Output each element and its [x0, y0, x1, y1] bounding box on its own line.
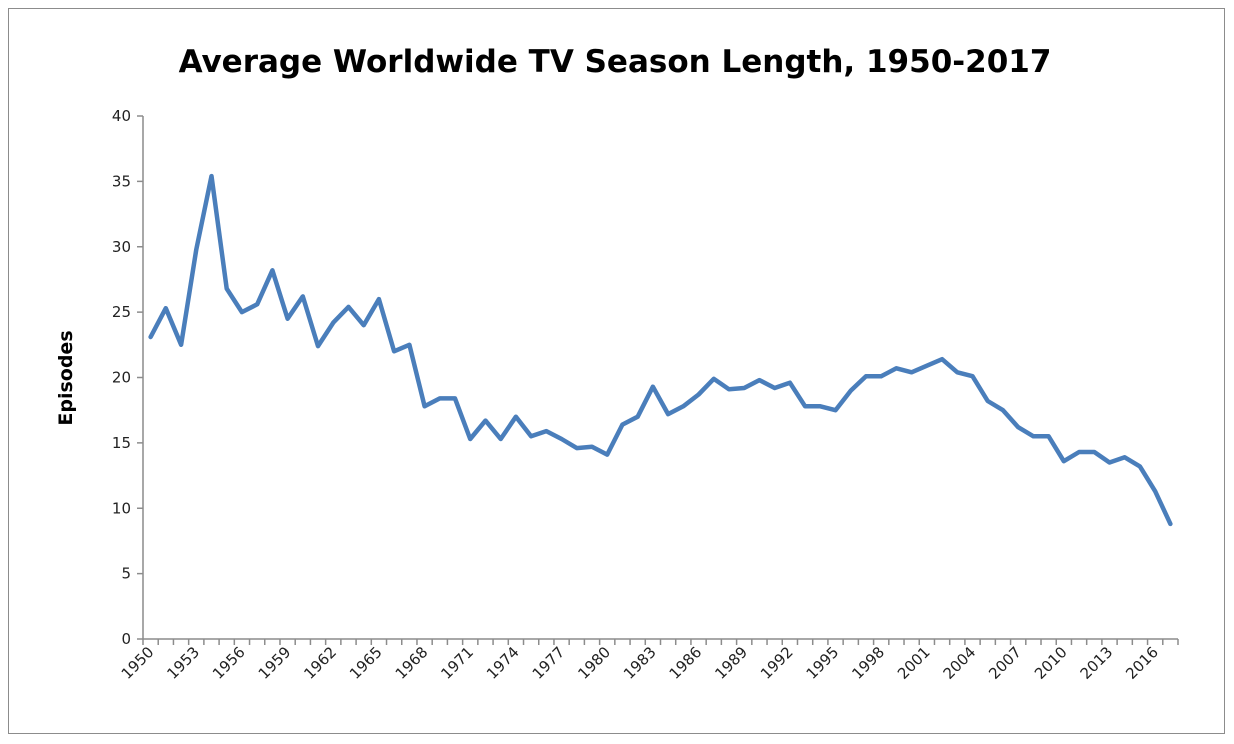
- chart-title: Average Worldwide TV Season Length, 1950…: [179, 44, 1052, 80]
- y-tick-label: 25: [112, 303, 131, 321]
- axes: 0 5 10 15 20 25 30 35 40 1950 1953 1956 1959 1962 1965…: [112, 107, 1179, 683]
- y-tick-label: 10: [112, 499, 131, 517]
- y-tick-label: 5: [121, 565, 131, 583]
- x-tick-label: 1974: [483, 643, 523, 683]
- x-tick-label: 1956: [209, 643, 249, 683]
- x-tick-label: 1998: [848, 643, 888, 683]
- series-line: [148, 173, 1173, 527]
- x-tick-label: 1977: [529, 643, 569, 683]
- x-tick-label: 1965: [346, 643, 386, 683]
- x-tick-label: 2016: [1122, 643, 1162, 683]
- y-tick-label: 15: [112, 434, 131, 452]
- chart-frame: [8, 8, 1225, 734]
- y-tick-label: 0: [121, 630, 131, 648]
- series: [148, 173, 1173, 527]
- y-axis-label: Episodes: [55, 330, 77, 425]
- x-tick-label: 1950: [118, 643, 158, 683]
- x-tick-label: 1968: [392, 643, 432, 683]
- x-tick-label: 2001: [894, 643, 934, 683]
- x-tick-label: 1989: [711, 643, 751, 683]
- y-tick-label: 30: [112, 238, 131, 256]
- x-tick-label: 1953: [163, 643, 203, 683]
- x-tick-label: 1962: [300, 643, 340, 683]
- x-tick-label: 1980: [574, 643, 614, 683]
- x-tick-label: 2013: [1077, 643, 1117, 683]
- y-tick-label: 20: [112, 369, 131, 387]
- x-tick-label: 2004: [940, 643, 980, 683]
- y-tick-label: 40: [112, 107, 131, 125]
- y-tick-label: 35: [112, 172, 131, 190]
- x-tick-label: 2010: [1031, 643, 1071, 683]
- x-tick-label: 2007: [985, 643, 1025, 683]
- x-tick-label: 1983: [620, 643, 660, 683]
- x-tick-label: 1971: [437, 643, 477, 683]
- x-tick-label: 1992: [757, 643, 797, 683]
- x-tick-label: 1986: [666, 643, 706, 683]
- x-tick-label: 1959: [255, 643, 295, 683]
- x-tick-label: 1995: [803, 643, 843, 683]
